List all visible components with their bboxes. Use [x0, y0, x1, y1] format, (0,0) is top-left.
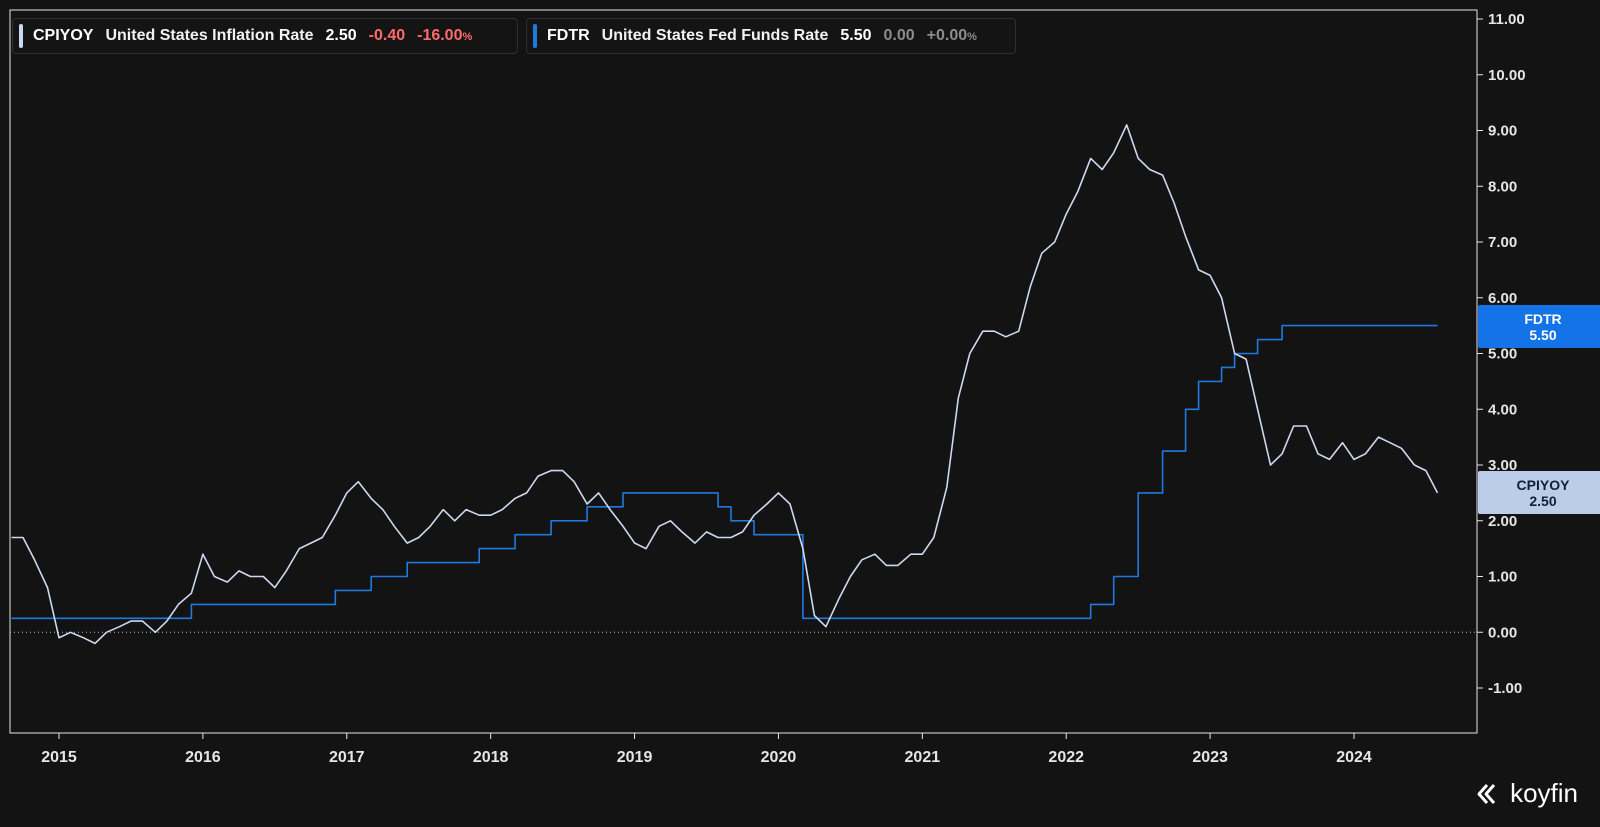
legend-ticker: CPIYOY — [33, 27, 94, 44]
y-tick-label: 10.00 — [1488, 67, 1526, 84]
legend-ticker: FDTR — [547, 27, 590, 44]
legend-change: 0.00 — [883, 27, 915, 44]
legend-value: 2.50 — [325, 27, 357, 44]
y-tick-label: 7.00 — [1488, 234, 1517, 251]
legend-fdtr[interactable]: FDTR United States Fed Funds Rate 5.50 0… — [526, 18, 1016, 54]
x-tick-label: 2019 — [617, 749, 653, 766]
y-tick-label: 2.00 — [1488, 513, 1517, 530]
series-line-fdtr — [11, 324, 1438, 620]
legend-series-name: United States Inflation Rate — [105, 27, 314, 44]
y-tick-label: 4.00 — [1488, 401, 1517, 418]
legend-value: 5.50 — [840, 27, 872, 44]
end-tag-value: 2.50 — [1529, 492, 1557, 509]
x-tick-label: 2016 — [185, 749, 221, 766]
koyfin-logo: koyfin — [1476, 778, 1578, 809]
legend-cpiyoy[interactable]: CPIYOY United States Inflation Rate 2.50… — [12, 18, 518, 54]
x-tick-label: 2017 — [329, 749, 365, 766]
plot-frame — [9, 9, 1478, 734]
legend-change-pct: +0.00 — [926, 27, 968, 44]
legend-swatch — [19, 24, 23, 48]
series-line-cpiyoy — [11, 124, 1439, 645]
legend-pct-sign: % — [462, 31, 473, 43]
y-tick-label: 11.00 — [1488, 11, 1525, 28]
y-tick-label: 8.00 — [1488, 178, 1517, 195]
y-tick-label: 3.00 — [1488, 457, 1517, 474]
x-tick-label: 2021 — [905, 749, 941, 766]
y-tick-label: 6.00 — [1488, 290, 1517, 307]
legend-swatch — [533, 24, 537, 48]
y-tick-label: 0.00 — [1488, 624, 1517, 641]
legend-pct-sign: % — [967, 31, 977, 43]
legend-change: -0.40 — [368, 27, 406, 44]
x-tick-label: 2022 — [1048, 749, 1084, 766]
x-tick-label: 2020 — [761, 749, 797, 766]
x-tick-label: 2023 — [1192, 749, 1228, 766]
end-tag-cpiyoy: CPIYOY 2.50 — [1478, 471, 1600, 514]
y-tick-label: 9.00 — [1488, 123, 1517, 140]
x-tick-label: 2018 — [473, 749, 509, 766]
end-tag-fdtr: FDTR 5.50 — [1478, 305, 1600, 348]
end-tag-ticker: FDTR — [1524, 310, 1562, 327]
x-tick-label: 2015 — [41, 749, 77, 766]
y-tick-label: 5.00 — [1488, 346, 1517, 363]
end-tag-ticker: CPIYOY — [1516, 476, 1570, 493]
y-tick-label: -1.00 — [1488, 680, 1522, 697]
x-tick-label: 2024 — [1336, 749, 1372, 766]
end-tag-value: 5.50 — [1529, 326, 1557, 343]
y-tick-label: 1.00 — [1488, 569, 1517, 586]
legend-series-name: United States Fed Funds Rate — [601, 27, 829, 44]
koyfin-logo-icon — [1477, 783, 1496, 804]
koyfin-logo-text: koyfin — [1510, 778, 1578, 808]
legend-change-pct: -16.00 — [417, 27, 463, 44]
